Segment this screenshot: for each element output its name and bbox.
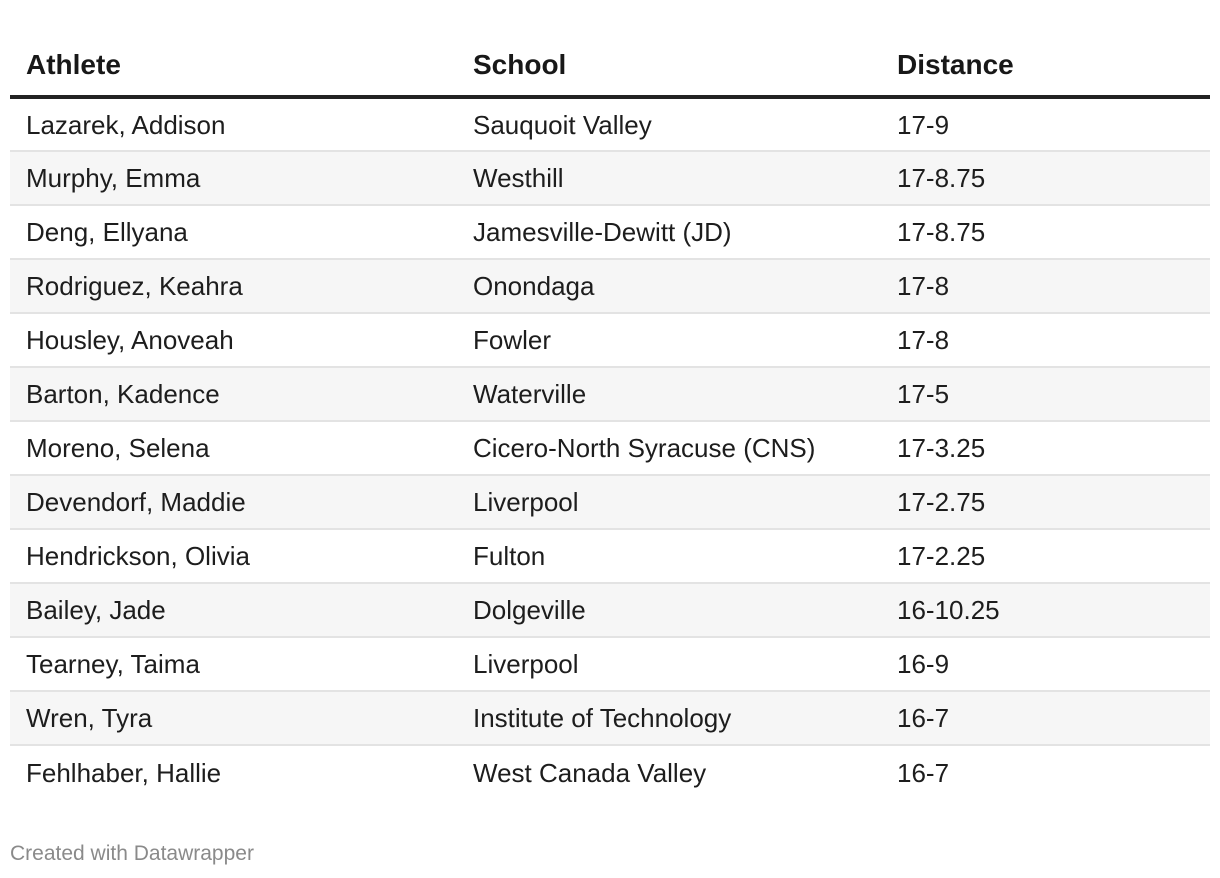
school-cell: Liverpool <box>457 475 881 530</box>
athlete-cell: Rodriguez, Keahra <box>10 259 457 314</box>
table-row: Wren, Tyra Institute of Technology 16-7 <box>10 691 1210 746</box>
distance-cell: 17-5 <box>881 367 1210 422</box>
athlete-cell: Devendorf, Maddie <box>10 475 457 530</box>
datawrapper-credit[interactable]: Created with Datawrapper <box>10 842 254 865</box>
table-row: Fehlhaber, Hallie West Canada Valley 16-… <box>10 745 1210 799</box>
school-cell: Cicero-North Syracuse (CNS) <box>457 421 881 476</box>
distance-cell: 17-9 <box>881 97 1210 152</box>
table-row: Housley, Anoveah Fowler 17-8 <box>10 313 1210 368</box>
distance-cell: 17-8 <box>881 259 1210 314</box>
athlete-cell: Hendrickson, Olivia <box>10 529 457 584</box>
table-row: Devendorf, Maddie Liverpool 17-2.75 <box>10 475 1210 530</box>
school-cell: Dolgeville <box>457 583 881 638</box>
athlete-cell: Fehlhaber, Hallie <box>26 757 222 788</box>
athlete-cell: Deng, Ellyana <box>10 205 457 260</box>
table-row: Hendrickson, Olivia Fulton 17-2.25 <box>10 529 1210 584</box>
school-cell: Onondaga <box>457 259 881 314</box>
school-cell: Sauquoit Valley <box>457 97 881 152</box>
athlete-cell: Barton, Kadence <box>10 367 457 422</box>
distance-cell: 16-9 <box>881 637 1210 692</box>
column-header-school[interactable]: School <box>457 34 881 99</box>
table-row: Tearney, Taima Liverpool 16-9 <box>10 637 1210 692</box>
school-cell: Jamesville-Dewitt (JD) <box>457 205 881 260</box>
athlete-cell: Bailey, Jade <box>10 583 457 638</box>
distance-cell: 17-8.75 <box>881 151 1210 206</box>
table-row: Bailey, Jade Dolgeville 16-10.25 <box>10 583 1210 638</box>
distance-cell: 17-3.25 <box>881 421 1210 476</box>
athlete-cell: Murphy, Emma <box>10 151 457 206</box>
distance-cell: 17-8 <box>881 313 1210 368</box>
table-row: Murphy, Emma Westhill 17-8.75 <box>10 151 1210 206</box>
school-cell: Liverpool <box>457 637 881 692</box>
table-row: Deng, Ellyana Jamesville-Dewitt (JD) 17-… <box>10 205 1210 260</box>
distance-cell: 16-10.25 <box>881 583 1210 638</box>
table-row: Moreno, Selena Cicero-North Syracuse (CN… <box>10 421 1210 476</box>
athlete-cell: Lazarek, Addison <box>10 97 457 152</box>
table-body: Lazarek, Addison Sauquoit Valley 17-9 Mu… <box>10 97 1210 799</box>
results-table: Athlete School Distance Lazarek, Addison… <box>10 34 1210 799</box>
athlete-cell: Housley, Anoveah <box>10 313 457 368</box>
school-cell: Fulton <box>457 529 881 584</box>
column-header-distance[interactable]: Distance <box>881 34 1210 99</box>
distance-cell: 16-7 <box>897 757 950 788</box>
athlete-cell: Tearney, Taima <box>10 637 457 692</box>
table-row: Rodriguez, Keahra Onondaga 17-8 <box>10 259 1210 314</box>
distance-cell: 17-2.75 <box>881 475 1210 530</box>
school-cell: West Canada Valley <box>473 757 707 788</box>
column-header-athlete[interactable]: Athlete <box>10 34 457 99</box>
distance-cell: 17-8.75 <box>881 205 1210 260</box>
table-header: Athlete School Distance <box>10 34 1210 99</box>
athlete-cell: Wren, Tyra <box>10 691 457 746</box>
table-row: Barton, Kadence Waterville 17-5 <box>10 367 1210 422</box>
distance-cell: 17-2.25 <box>881 529 1210 584</box>
school-cell: Waterville <box>457 367 881 422</box>
school-cell: Westhill <box>457 151 881 206</box>
table-row: Lazarek, Addison Sauquoit Valley 17-9 <box>10 97 1210 152</box>
distance-cell: 16-7 <box>881 691 1210 746</box>
school-cell: Fowler <box>457 313 881 368</box>
school-cell: Institute of Technology <box>457 691 881 746</box>
athlete-cell: Moreno, Selena <box>10 421 457 476</box>
header-row: Athlete School Distance <box>10 34 1210 99</box>
